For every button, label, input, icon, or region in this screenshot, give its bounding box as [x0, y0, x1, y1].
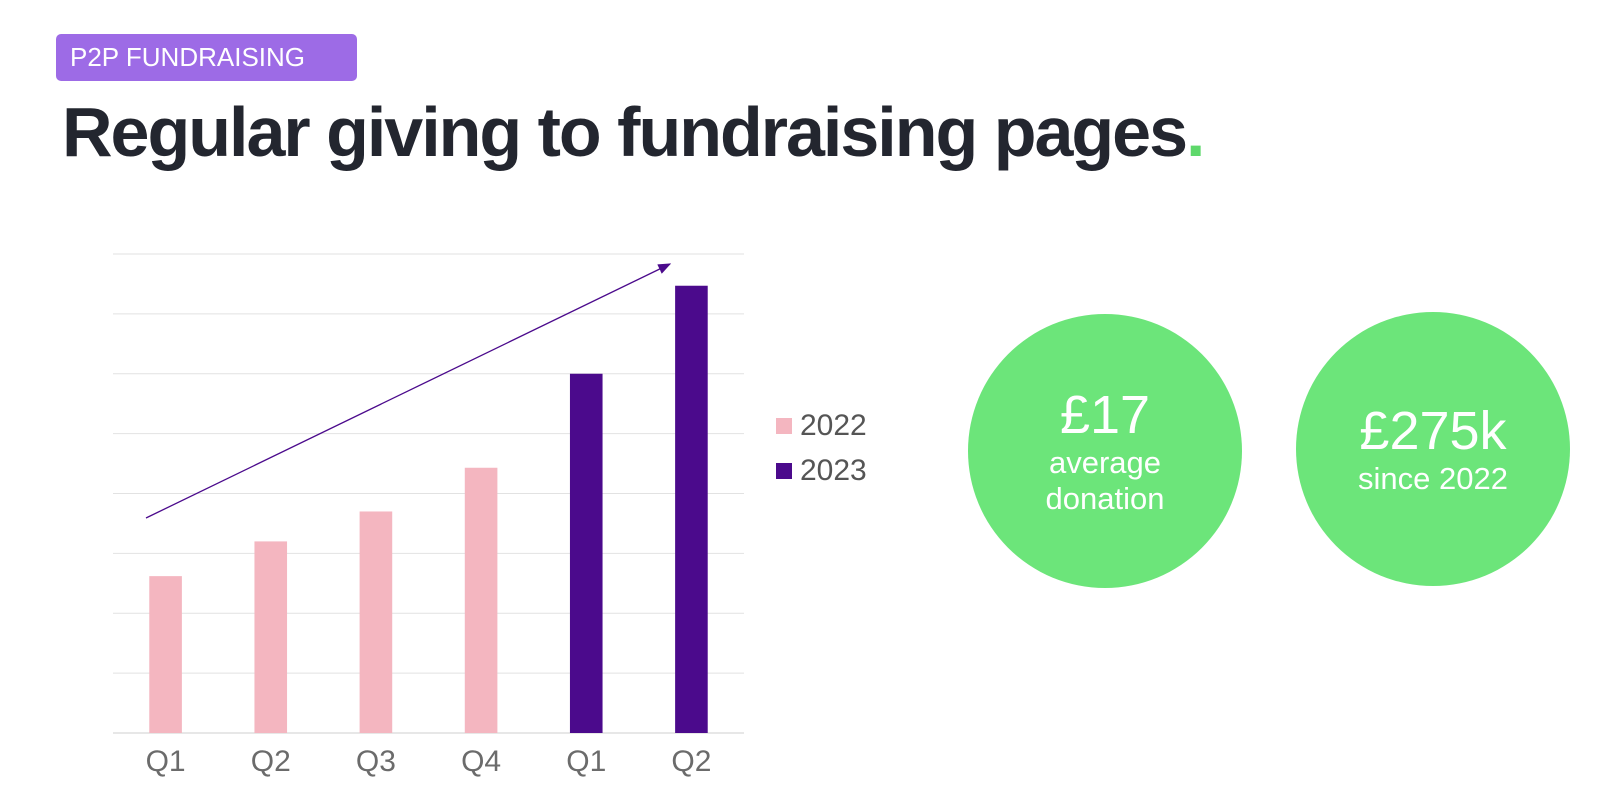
trend-arrow: [145, 263, 672, 519]
legend-swatch: [776, 418, 792, 434]
stat-circle: £17 average donation: [968, 314, 1242, 588]
stat-label: since 2022: [1358, 461, 1508, 496]
bar: [675, 285, 708, 733]
bar: [569, 373, 603, 733]
stat-value: £275k: [1359, 401, 1507, 461]
bar: [359, 511, 393, 733]
bar: [464, 467, 498, 733]
x-tick-label: Q4: [461, 745, 501, 778]
stat-label: average donation: [1045, 445, 1165, 516]
title-text: Regular giving to fundraising pages: [62, 93, 1188, 171]
stat-value: £17: [1059, 385, 1151, 445]
x-tick-label: Q2: [251, 745, 291, 778]
x-tick-label: Q1: [146, 745, 186, 778]
x-tick-label: Q2: [671, 745, 711, 778]
bar: [149, 576, 182, 733]
slide-title: Regular giving to fundraising pages.: [62, 92, 1206, 172]
legend-swatch: [776, 463, 792, 479]
x-tick-label: Q3: [356, 745, 396, 778]
title-period: .: [1186, 93, 1206, 171]
stat-circle: £275k since 2022: [1296, 312, 1570, 586]
tag: P2P FUNDRAISING: [56, 34, 357, 81]
legend-label: 2022: [800, 409, 867, 442]
bar: [254, 541, 288, 733]
legend-label: 2023: [800, 454, 867, 487]
chart: Q1 Q2 Q3 Q4 Q1 Q2 2022 2023: [113, 253, 867, 778]
x-tick-label: Q1: [566, 745, 606, 778]
